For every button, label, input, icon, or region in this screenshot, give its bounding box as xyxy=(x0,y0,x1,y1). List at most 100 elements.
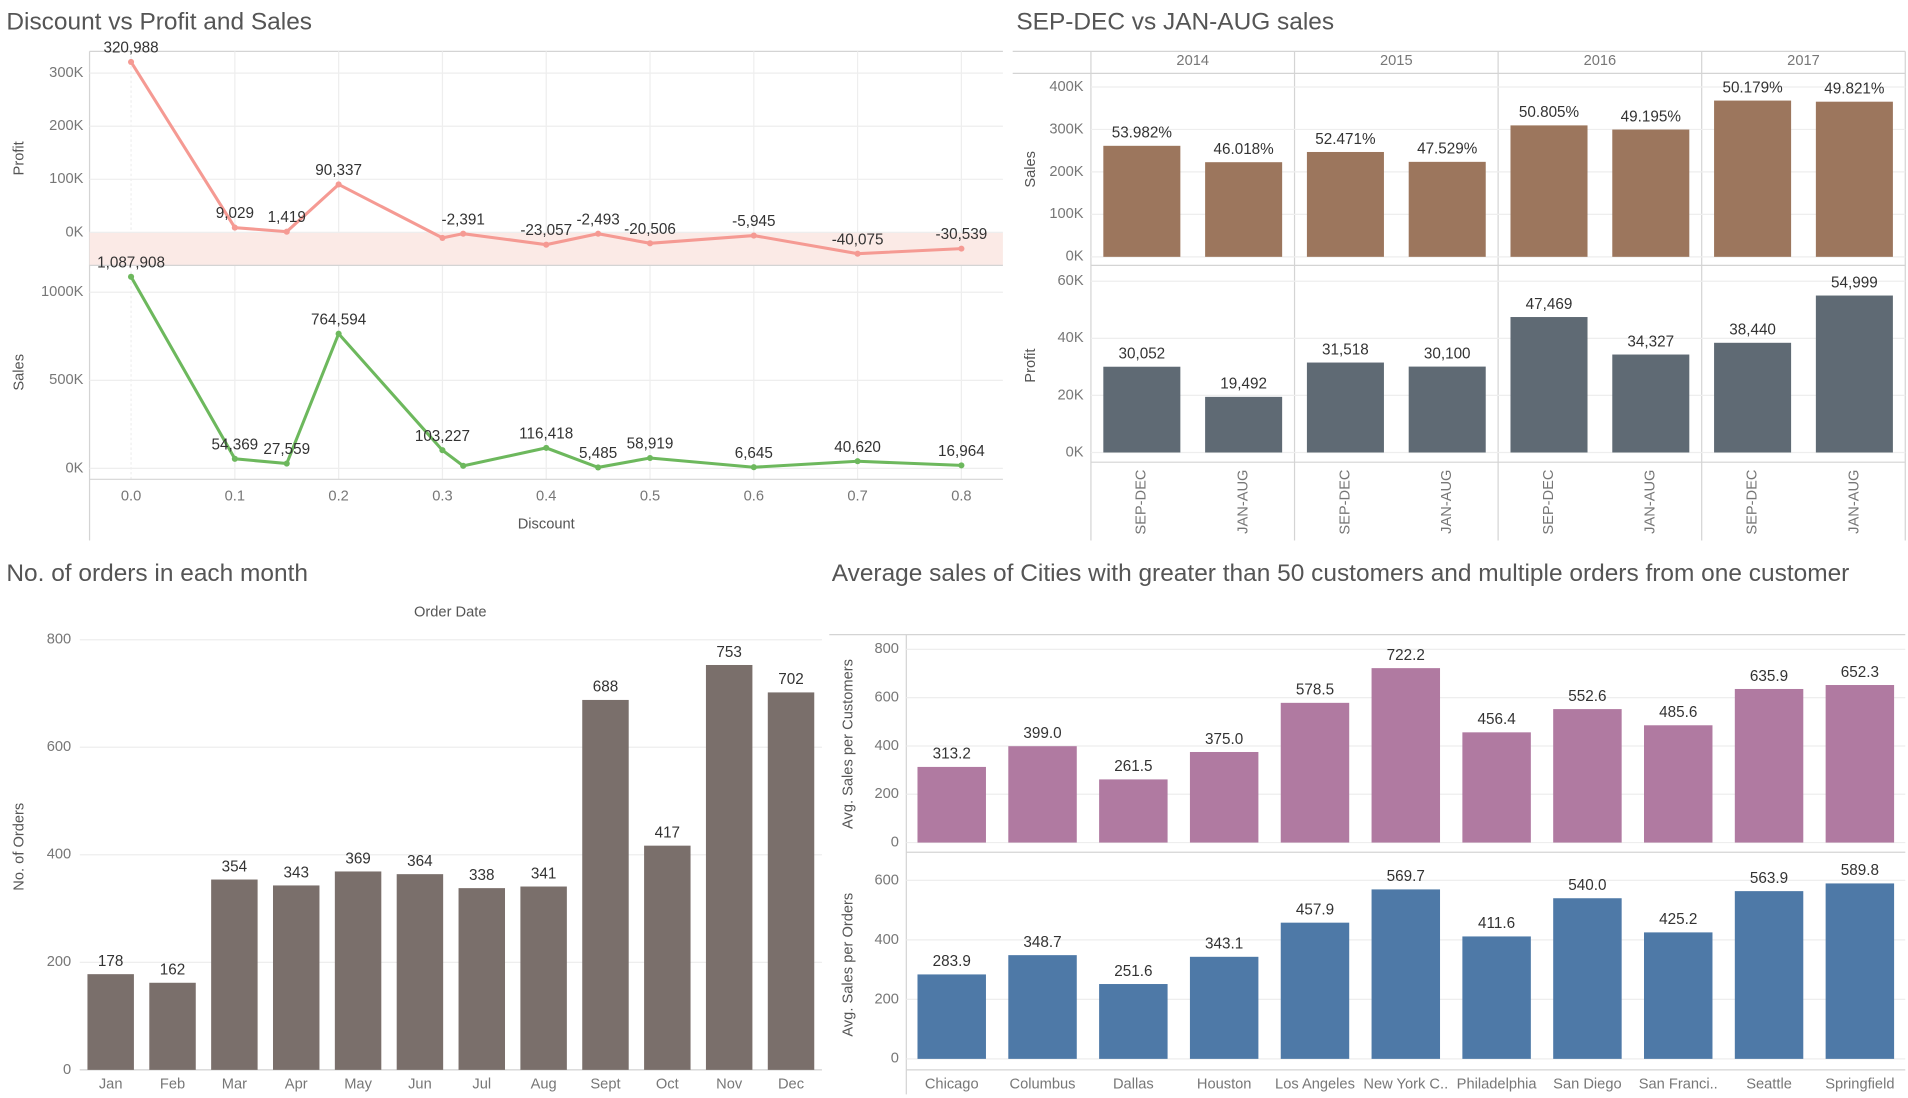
bar xyxy=(1408,366,1486,453)
y-tick-label: 800 xyxy=(875,641,899,657)
x-tick-label: 0.5 xyxy=(640,488,660,504)
data-label: 425.2 xyxy=(1659,911,1697,928)
data-label: 563.9 xyxy=(1750,870,1788,887)
data-label: 652.3 xyxy=(1841,664,1879,681)
x-tick-label: Oct xyxy=(656,1076,679,1092)
group-header: 2015 xyxy=(1380,53,1413,69)
point xyxy=(231,455,238,462)
data-label: 30,100 xyxy=(1424,345,1471,362)
bar xyxy=(1612,129,1690,257)
x-tick-label: Dallas xyxy=(1113,1076,1154,1092)
x-tick-label: Houston xyxy=(1197,1076,1252,1092)
x-tick-label: JAN-AUG xyxy=(1846,470,1862,534)
bar xyxy=(705,664,753,1070)
bar xyxy=(1714,342,1792,453)
chart-title-box: Average sales of Cities with greater tha… xyxy=(831,560,1850,587)
data-label: 485.6 xyxy=(1659,704,1697,721)
y-tick-label: 800 xyxy=(47,632,71,648)
point xyxy=(231,224,238,231)
y-tick-label: 600 xyxy=(47,739,71,755)
bar xyxy=(1103,366,1181,453)
data-label: -30,539 xyxy=(936,226,988,243)
data-label: 417 xyxy=(655,824,680,841)
x-tick-label: Jun xyxy=(408,1076,432,1092)
x-tick-label: Dec xyxy=(778,1076,804,1092)
data-label: 50.179% xyxy=(1722,79,1783,96)
data-label: 40,620 xyxy=(834,439,881,456)
data-label: 261.5 xyxy=(1114,758,1152,775)
group-header: 2014 xyxy=(1176,53,1209,69)
bar xyxy=(1306,151,1384,257)
x-tick-label: Chicago xyxy=(925,1076,979,1092)
axis-title: Sales xyxy=(1023,151,1039,188)
bar xyxy=(644,845,691,1070)
bar xyxy=(1815,295,1893,453)
y-tick-label: 400K xyxy=(1049,79,1083,95)
point xyxy=(595,464,602,471)
y-tick-label: 0 xyxy=(891,834,899,850)
chart-title: Average sales of Cities with greater tha… xyxy=(831,560,1850,587)
point xyxy=(750,464,757,471)
axis-title: Avg. Sales per Customers xyxy=(841,659,857,829)
x-tick-label: 0.7 xyxy=(847,488,867,504)
data-label: 58,919 xyxy=(627,436,674,453)
y-tick-label: 400 xyxy=(875,738,899,754)
x-tick-label: JAN-AUG xyxy=(1643,470,1659,534)
data-label: 38,440 xyxy=(1729,322,1776,339)
bar xyxy=(1714,100,1792,257)
data-label: 569.7 xyxy=(1387,868,1425,885)
x-tick-label: Aug xyxy=(531,1076,557,1092)
point xyxy=(335,181,342,188)
data-label: 635.9 xyxy=(1750,668,1788,685)
bar xyxy=(1734,688,1804,843)
y-tick-label: 400 xyxy=(47,847,71,863)
data-label: 348.7 xyxy=(1023,934,1061,951)
x-tick-label: 0.8 xyxy=(951,488,971,504)
data-label: 47,469 xyxy=(1526,296,1573,313)
data-label: -23,057 xyxy=(520,222,572,239)
data-label: 411.6 xyxy=(1478,915,1515,932)
line xyxy=(129,276,962,469)
y-tick-label: 200 xyxy=(875,991,899,1007)
data-label: 343.1 xyxy=(1205,936,1243,953)
x-tick-label: New York C.. xyxy=(1363,1076,1448,1092)
y-tick-label: 200 xyxy=(47,954,71,970)
bar xyxy=(1815,101,1893,257)
bar xyxy=(1644,725,1713,843)
point xyxy=(127,58,135,66)
bar xyxy=(917,974,986,1059)
data-label: -20,506 xyxy=(624,221,676,238)
data-label: 702 xyxy=(778,671,803,688)
bar xyxy=(149,982,196,1070)
bar xyxy=(1644,932,1713,1059)
bar xyxy=(1612,354,1690,453)
data-label: 578.5 xyxy=(1296,682,1334,699)
x-tick-label: JAN-AUG xyxy=(1439,470,1455,534)
data-label: 52.471% xyxy=(1315,131,1376,148)
y-tick-label: 0K xyxy=(65,460,83,476)
data-label: 162 xyxy=(160,962,185,979)
axis-title: Profit xyxy=(1023,348,1039,382)
data-label: 5,485 xyxy=(579,445,617,462)
y-tick-label: 200K xyxy=(49,118,83,134)
data-label: -40,075 xyxy=(832,231,884,248)
x-tick-label: Nov xyxy=(716,1076,743,1092)
data-label: 364 xyxy=(407,853,433,870)
axis-title: No. of Orders xyxy=(12,803,28,891)
point xyxy=(335,330,342,337)
data-label: 313.2 xyxy=(933,746,971,763)
data-label: 540.0 xyxy=(1568,877,1606,894)
bar xyxy=(1280,922,1350,1059)
y-tick-label: 300K xyxy=(49,65,83,81)
point xyxy=(854,250,861,257)
x-tick-label: SEP-DEC xyxy=(1134,469,1150,535)
x-tick-label: Seattle xyxy=(1746,1076,1792,1092)
x-tick-label: Mar xyxy=(222,1076,247,1092)
bar xyxy=(1408,161,1486,257)
x-tick-label: Sept xyxy=(590,1076,620,1092)
point xyxy=(543,444,550,451)
point xyxy=(646,240,654,247)
data-label: -2,493 xyxy=(576,211,619,228)
